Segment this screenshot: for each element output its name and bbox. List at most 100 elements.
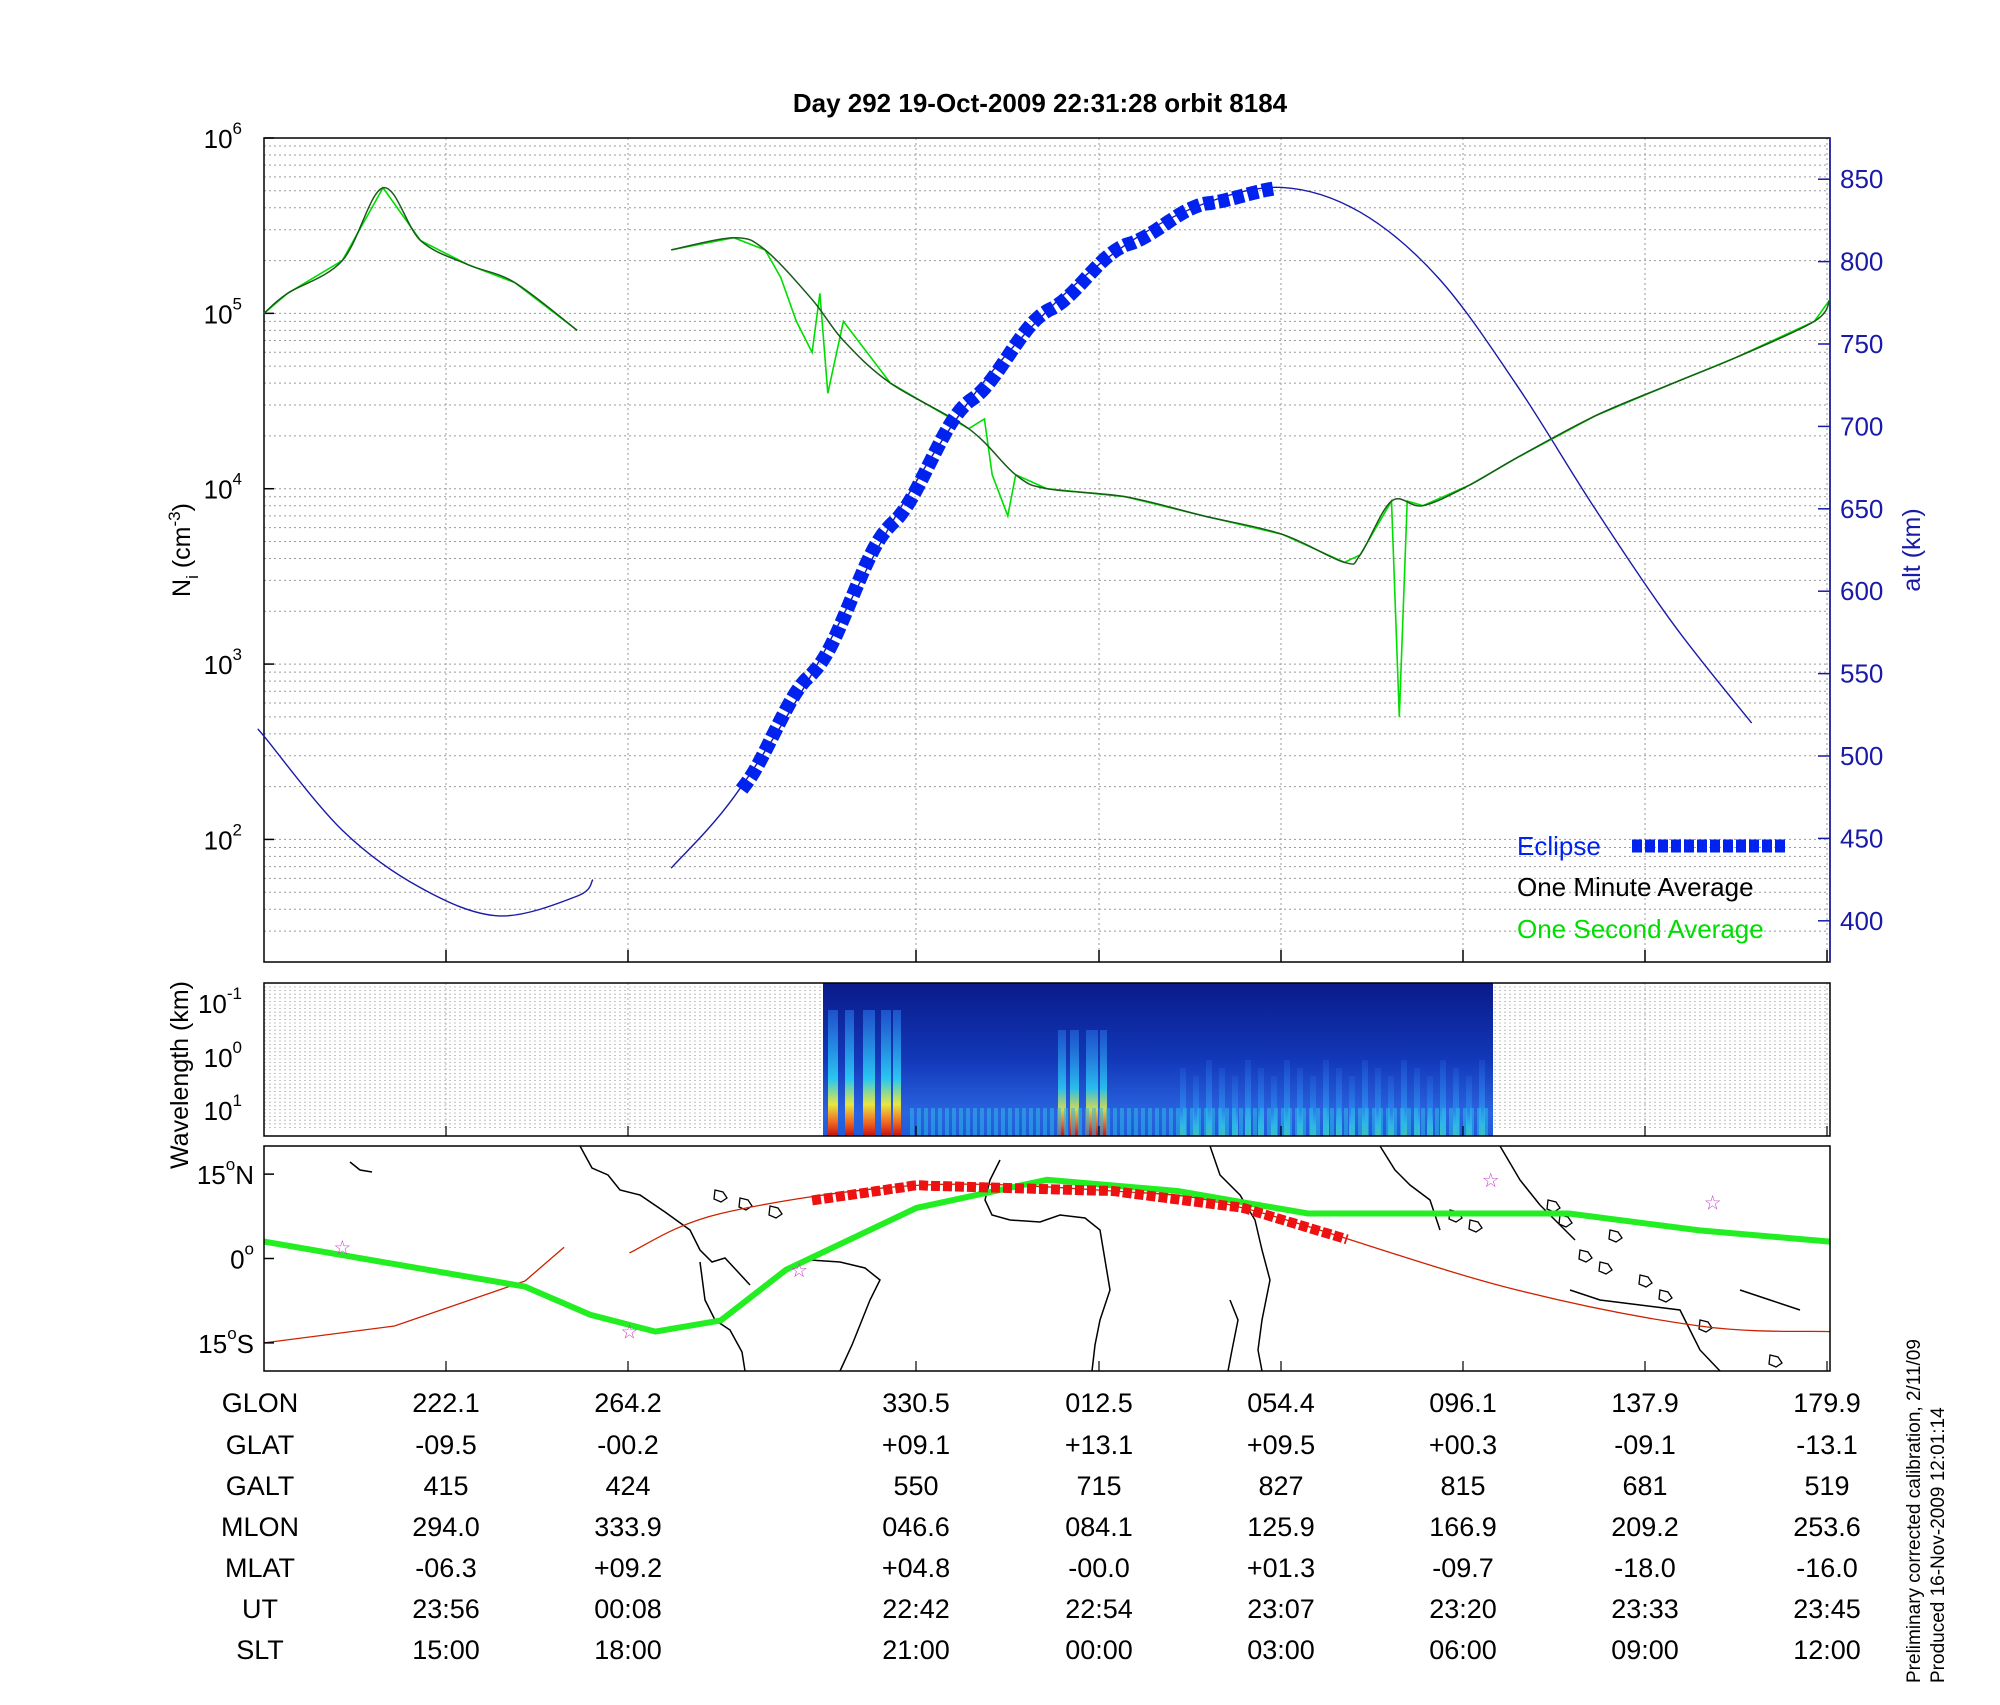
lat-tick-label: 15oS: [198, 1324, 254, 1359]
spectrogram-burst: [952, 1108, 956, 1136]
spectrogram-burst: [987, 1108, 991, 1136]
spectrogram-burst: [910, 1108, 914, 1136]
coastline: [1499, 1145, 1576, 1241]
spectrogram-burst: [1477, 1108, 1481, 1136]
spectrogram-burst: [1484, 1108, 1488, 1136]
spectrogram-burst: [1302, 1108, 1306, 1136]
one-second-series: [263, 186, 1831, 717]
spectrogram-burst: [1414, 1068, 1420, 1136]
spectrogram-burst: [1351, 1108, 1355, 1136]
star-marker: ☆: [790, 1260, 808, 1282]
altitude-line: [257, 728, 594, 917]
spectrogram-burst: [1155, 1108, 1159, 1136]
coastline: [1569, 1289, 1721, 1372]
star-marker: ☆: [1482, 1170, 1500, 1192]
spectrogram-burst: [1015, 1108, 1019, 1136]
star-marker: ☆: [620, 1322, 638, 1344]
legend-eclipse-label: Eclipse: [1517, 831, 1601, 861]
spectrogram-burst: [1134, 1108, 1138, 1136]
spectrogram-burst: [1428, 1108, 1432, 1136]
spectrogram-burst: [1169, 1108, 1173, 1136]
right-tick-label: 800: [1840, 247, 1883, 277]
spectrogram-burst: [1421, 1108, 1425, 1136]
spectrogram-burst: [1206, 1060, 1212, 1136]
spectrogram-burst: [1407, 1108, 1411, 1136]
main-plot-grid: [264, 138, 1830, 963]
spectrogram-burst: [1260, 1108, 1264, 1136]
spectrogram-burst: [1400, 1108, 1404, 1136]
island: [1468, 1219, 1483, 1233]
map-tracks: ☆ ☆ ☆ ☆ ☆: [263, 1170, 1831, 1344]
altitude-series: [257, 186, 1753, 917]
one-second-line: [671, 236, 1831, 717]
right-tick-label: 500: [1840, 741, 1883, 771]
right-tick-label: 850: [1840, 164, 1883, 194]
right-axis-ticks: 850 800 750 700 650 600 550 500 450 400: [1818, 164, 1883, 936]
wavelength-tick-label: 100: [204, 1038, 242, 1073]
spectrogram-burst: [863, 1010, 875, 1136]
island: [1598, 1261, 1613, 1275]
spectrogram-burst: [1183, 1108, 1187, 1136]
lat-tick-label: 15oN: [197, 1155, 254, 1190]
spectrogram-burst: [1274, 1108, 1278, 1136]
spectrogram-burst: [828, 1010, 838, 1136]
one-minute-line: [263, 187, 578, 331]
one-minute-line: [671, 236, 1831, 565]
spectrogram-burst: [1058, 1030, 1066, 1136]
island: [768, 1205, 783, 1219]
spectrogram-burst: [1218, 1108, 1222, 1136]
spectrogram-burst: [917, 1108, 921, 1136]
spectrogram-burst: [1064, 1108, 1068, 1136]
spectrogram-burst: [938, 1108, 942, 1136]
spectrogram-burst: [1463, 1108, 1467, 1136]
coastline: [789, 1259, 881, 1372]
left-axis-label: Ni (cm-3): [165, 503, 202, 597]
spectrogram-burst: [1414, 1108, 1418, 1136]
left-tick-label: 105: [204, 294, 242, 329]
spectrogram-burst: [1323, 1060, 1329, 1136]
spectrogram-burst: [1070, 1030, 1079, 1136]
spectrogram-burst: [1358, 1108, 1362, 1136]
left-tick-label: 102: [204, 820, 242, 855]
right-tick-label: 600: [1840, 576, 1883, 606]
spectrogram-burst: [1281, 1108, 1285, 1136]
spectrogram-burst: [1284, 1060, 1290, 1136]
legend-second-label: One Second Average: [1517, 914, 1764, 944]
spectrogram-burst: [1141, 1108, 1145, 1136]
spectrogram-burst: [1258, 1068, 1264, 1136]
spectrogram-burst: [1393, 1108, 1397, 1136]
island: [1558, 1214, 1573, 1228]
coastline: [579, 1145, 751, 1286]
coastline: [1209, 1145, 1271, 1372]
spectrogram-burst: [1001, 1108, 1005, 1136]
spectrogram-burst: [1336, 1068, 1342, 1136]
right-tick-label: 700: [1840, 411, 1883, 441]
spectrogram-burst: [1330, 1108, 1334, 1136]
spectrogram-burst: [1310, 1076, 1316, 1136]
spectrogram-burst: [1071, 1108, 1075, 1136]
one-minute-series: [263, 187, 1831, 565]
spectrogram-frame: [263, 982, 1831, 1137]
spectrogram-burst: [1078, 1108, 1082, 1136]
spectrogram-burst: [1127, 1108, 1131, 1136]
spectrogram-burst: [1386, 1108, 1390, 1136]
spectrogram-burst: [1099, 1108, 1103, 1136]
spectrogram-burst: [845, 1010, 854, 1136]
spectrogram-burst: [1316, 1108, 1320, 1136]
eclipse-line: [735, 181, 1276, 794]
spectrogram-burst: [1253, 1108, 1257, 1136]
wavelength-tick-label: 101: [204, 1091, 242, 1126]
spectrogram-burst: [1085, 1108, 1089, 1136]
spectrogram-burst: [1148, 1108, 1152, 1136]
spectrogram-burst: [1388, 1076, 1394, 1136]
spectrogram-burst: [1466, 1076, 1472, 1136]
spectrogram-burst: [1456, 1108, 1460, 1136]
spectrogram-burst: [881, 1010, 891, 1136]
eclipse-series: [735, 181, 1276, 794]
left-tick-label: 103: [204, 645, 242, 680]
coastline: [699, 1261, 746, 1372]
spectrogram-burst: [973, 1108, 977, 1136]
spectrogram-burst: [1197, 1108, 1201, 1136]
spectrogram-burst: [1232, 1076, 1238, 1136]
